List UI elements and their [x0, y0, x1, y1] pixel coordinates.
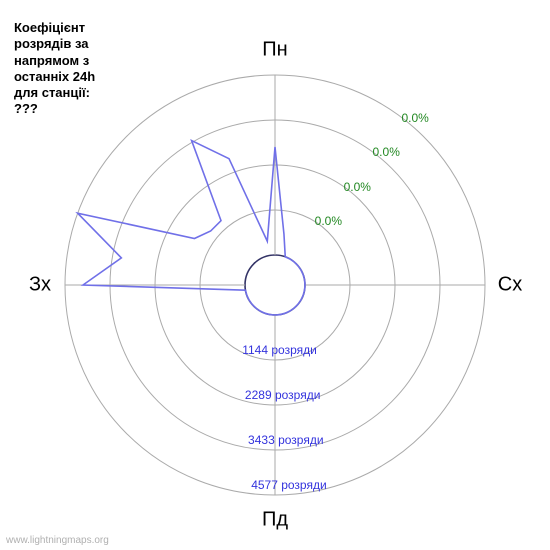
cardinal-label: Зх [29, 274, 51, 297]
chart-title: Коефіцієнтрозрядів занапрямом зостанніх … [14, 20, 95, 118]
ring-count-label: 4577 розряди [251, 478, 327, 492]
footer-credit: www.lightningmaps.org [6, 535, 109, 546]
percent-label: 0.0% [373, 145, 400, 159]
ring-count-label: 2289 розряди [245, 388, 321, 402]
percent-label: 0.0% [344, 180, 371, 194]
percent-label: 0.0% [401, 111, 428, 125]
chart-container: Коефіцієнтрозрядів занапрямом зостанніх … [0, 0, 550, 550]
ring-count-label: 1144 розряди [242, 343, 317, 357]
cardinal-label: Пн [262, 39, 287, 62]
cardinal-label: Пд [262, 509, 288, 532]
percent-label: 0.0% [315, 214, 342, 228]
cardinal-label: Сх [498, 274, 522, 297]
ring-count-label: 3433 розряди [248, 433, 324, 447]
